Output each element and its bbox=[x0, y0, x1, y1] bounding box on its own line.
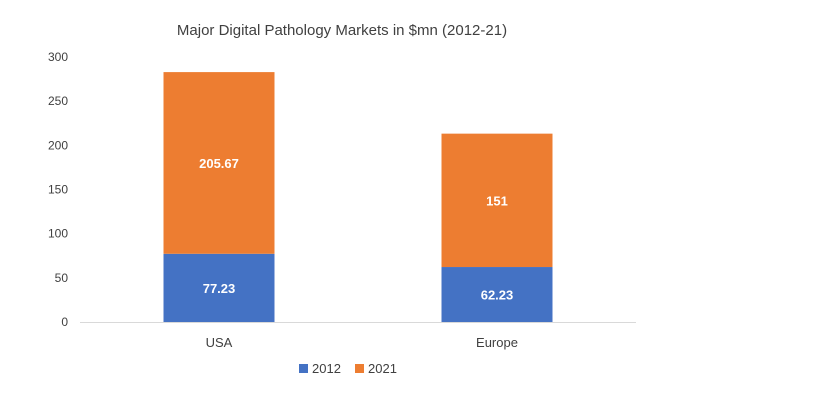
y-tick-label: 250 bbox=[48, 94, 68, 108]
legend-swatch-2021 bbox=[355, 364, 364, 373]
chart-title: Major Digital Pathology Markets in $mn (… bbox=[177, 22, 507, 39]
legend-label-2021: 2021 bbox=[368, 361, 397, 376]
bar-2021-usa bbox=[163, 72, 275, 254]
y-tick-label: 100 bbox=[48, 227, 68, 241]
y-tick-label: 50 bbox=[55, 271, 69, 285]
data-label-2012-usa: 77.23 bbox=[203, 281, 236, 296]
data-label-2021-usa: 205.67 bbox=[199, 156, 239, 171]
y-tick-label: 300 bbox=[48, 50, 68, 64]
bar-2012-europe bbox=[441, 267, 553, 322]
y-tick-label: 0 bbox=[61, 315, 68, 329]
x-axis: USA Europe bbox=[80, 322, 636, 350]
y-axis: 0 50 100 150 200 250 300 bbox=[48, 50, 68, 329]
legend-label-2012: 2012 bbox=[312, 361, 341, 376]
bar-2012-usa bbox=[163, 253, 275, 322]
y-tick-label: 150 bbox=[48, 183, 68, 197]
data-label-2021-europe: 151 bbox=[486, 193, 508, 208]
bar-2021-europe bbox=[441, 133, 553, 268]
bars: 77.23 205.67 62.23 151 bbox=[163, 72, 553, 322]
x-tick-label-usa: USA bbox=[206, 335, 233, 350]
legend: 2012 2021 bbox=[299, 361, 397, 376]
x-tick-label-europe: Europe bbox=[476, 335, 518, 350]
data-label-2012-europe: 62.23 bbox=[481, 288, 514, 303]
legend-swatch-2012 bbox=[299, 364, 308, 373]
y-tick-label: 200 bbox=[48, 138, 68, 152]
